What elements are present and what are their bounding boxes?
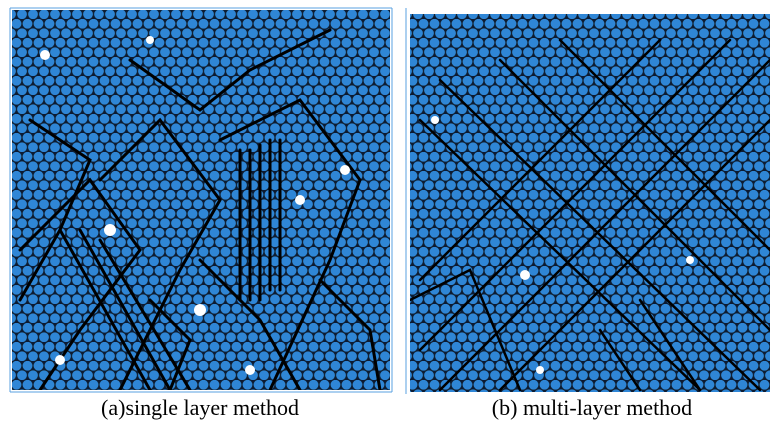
page: (a)single layer method (b) multi-layer m… xyxy=(0,0,777,421)
figure: (a)single layer method (b) multi-layer m… xyxy=(0,0,777,421)
caption-a: (a)single layer method xyxy=(101,395,299,420)
panel-b xyxy=(410,14,770,392)
panel-a xyxy=(12,10,390,390)
caption-b: (b) multi-layer method xyxy=(492,395,692,420)
